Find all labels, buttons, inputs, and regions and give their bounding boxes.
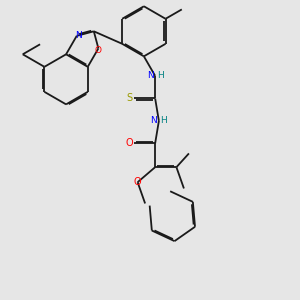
Text: N: N bbox=[75, 32, 82, 40]
Text: S: S bbox=[126, 93, 133, 103]
Text: N: N bbox=[147, 71, 154, 80]
Text: O: O bbox=[95, 46, 102, 55]
Text: H: H bbox=[160, 116, 167, 125]
Text: O: O bbox=[134, 177, 141, 187]
Text: O: O bbox=[126, 138, 133, 148]
Text: N: N bbox=[151, 116, 157, 125]
Text: H: H bbox=[157, 71, 164, 80]
